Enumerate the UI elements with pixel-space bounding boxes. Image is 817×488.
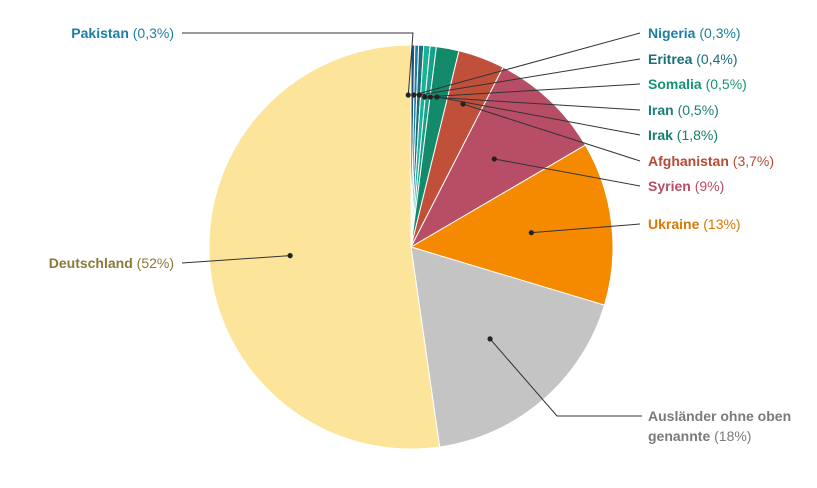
label-pct-syrien: (9%) [691,178,724,194]
anchor-dot-auslaender-ohne-oben-genannte [487,336,493,342]
anchor-dot-ukraine [528,230,534,236]
label-afghanistan: Afghanistan (3,7%) [648,153,774,169]
anchor-dot-syrien [491,156,497,162]
label-name-eritrea: Eritrea [648,51,693,67]
label-pakistan: Pakistan (0,3%) [71,25,174,41]
label-name-auslaender-ohne-oben-genannte: genannte [648,428,710,444]
label-name-iran: Iran [648,102,674,118]
leader-line-pakistan [182,32,414,96]
anchor-dot-eritrea [416,92,422,98]
leader-line-nigeria [413,32,641,96]
label-auslaender-ohne-oben-genannte: Ausländer ohne oben genannte (18%) [648,408,791,444]
leader-line-eritrea [419,58,641,96]
label-name-deutschland: Deutschland [49,255,133,271]
label-nigeria: Nigeria (0,3%) [648,25,741,41]
label-pct-eritrea: (0,4%) [692,51,737,67]
label-pct-nigeria: (0,3%) [695,25,740,41]
label-somalia: Somalia (0,5%) [648,76,747,92]
label-pct-iran: (0,5%) [674,102,719,118]
label-name-afghanistan: Afghanistan [648,153,729,169]
pie-slice-ukraine [409,144,614,306]
leader-line-ukraine [531,223,641,234]
anchor-dot-iran [427,94,433,100]
label-name-nigeria: Nigeria [648,25,696,41]
slice-labels: Pakistan (0,3%) Nigeria (0,3%)Eritrea (0,… [49,25,791,444]
label-pct-somalia: (0,5%) [702,76,747,92]
anchor-dot-afghanistan [460,101,466,107]
leader-line-iran [430,96,641,111]
label-name-pakistan: Pakistan [71,25,129,41]
label-ukraine: Ukraine (13%) [648,216,741,232]
anchor-dot-irak [434,94,440,100]
leader-lines [181,32,642,417]
label-name-syrien: Syrien [648,178,691,194]
anchor-dot-nigeria [411,92,417,98]
label-eritrea: Eritrea (0,4%) [648,51,737,67]
leader-line-afghanistan [462,103,641,162]
leader-line-irak [436,96,641,136]
leader-line-syrien [494,158,641,187]
anchor-dot-pakistan [405,92,411,98]
label-pct-pakistan: (0,3%) [129,25,174,41]
pie-slice-deutschland [208,44,441,450]
pie-slices [208,44,614,450]
label-name-irak: Irak [648,127,673,143]
label-name-auslaender-ohne-oben-genannte: Ausländer ohne oben [648,408,791,424]
label-deutschland: Deutschland (52%) [49,255,174,271]
anchor-dot-deutschland [287,253,293,259]
label-irak: Irak (1,8%) [648,127,718,143]
label-syrien: Syrien (9%) [648,178,724,194]
label-pct-irak: (1,8%) [673,127,718,143]
label-pct-afghanistan: (3,7%) [729,153,774,169]
label-pct-deutschland: (52%) [133,255,174,271]
label-name-somalia: Somalia [648,76,702,92]
label-pct-ukraine: (13%) [699,216,740,232]
leader-line-somalia [424,83,641,98]
label-pct-auslaender-ohne-oben-genannte: (18%) [710,428,751,444]
anchor-dot-somalia [422,94,428,100]
label-iran: Iran (0,5%) [648,102,719,118]
leader-line-deutschland [181,255,291,264]
label-name-ukraine: Ukraine [648,216,700,232]
leader-line-auslaender-ohne-oben-genannte [489,338,642,417]
